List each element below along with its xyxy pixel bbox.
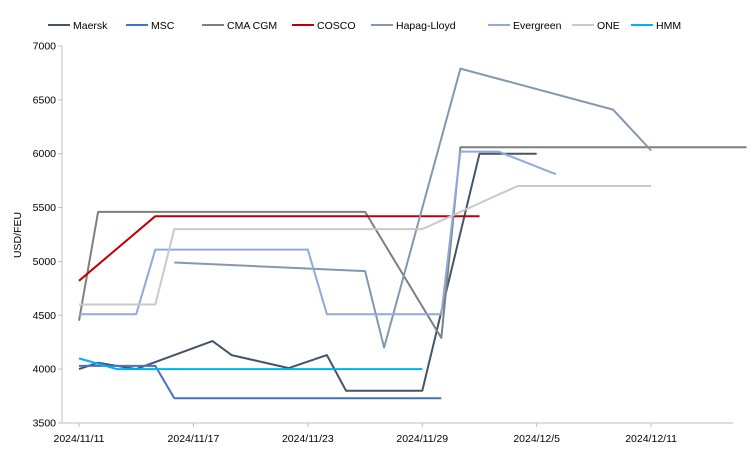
legend-label-cosco: COSCO <box>317 20 356 32</box>
y-tick-label: 4000 <box>33 364 57 376</box>
x-tick-label: 2024/12/5 <box>513 433 560 445</box>
legend-label-maersk: Maersk <box>73 20 108 32</box>
y-axis-title: USD/FEU <box>12 212 24 258</box>
x-tick-label: 2024/11/11 <box>54 433 105 445</box>
legend-label-one: ONE <box>597 20 620 32</box>
series-line-evergreen <box>79 150 557 316</box>
legend-label-hmm: HMM <box>656 20 681 32</box>
series-layer <box>78 67 747 400</box>
y-tick-label: 5000 <box>33 256 57 268</box>
legend-label-cma-cgm: CMA CGM <box>227 20 277 32</box>
y-tick-label: 7000 <box>33 41 57 53</box>
y-tick-label: 5500 <box>33 202 57 214</box>
y-tick-label: 6000 <box>33 148 57 160</box>
y-axis: 3500 4000 4500 5000 5500 6000 6500 7000 <box>33 41 63 430</box>
series-line-msc <box>79 364 442 400</box>
legend: Maersk MSC CMA CGM COSCO Hapag-Lloyd Evergree… <box>48 20 681 32</box>
series-line-one <box>79 185 652 306</box>
legend-label-evergreen: Evergreen <box>513 20 562 32</box>
x-tick-label: 2024/11/23 <box>282 433 334 445</box>
x-tick-label: 2024/12/11 <box>625 433 677 445</box>
series-line-cosco <box>78 215 480 282</box>
x-tick-label: 2024/11/17 <box>168 433 220 445</box>
series-line-hapag-lloyd <box>174 67 652 349</box>
y-tick-label: 3500 <box>33 418 57 430</box>
x-axis: 2024/11/11 2024/11/17 2024/11/23 2024/11/29… <box>54 422 733 445</box>
series-line-hmm <box>78 357 423 371</box>
y-tick-label: 4500 <box>33 310 57 322</box>
y-tick-label: 6500 <box>33 94 57 106</box>
legend-label-msc: MSC <box>151 20 175 32</box>
legend-label-hapag-lloyd: Hapag-Lloyd <box>396 20 456 32</box>
x-tick-label: 2024/11/29 <box>396 433 448 445</box>
